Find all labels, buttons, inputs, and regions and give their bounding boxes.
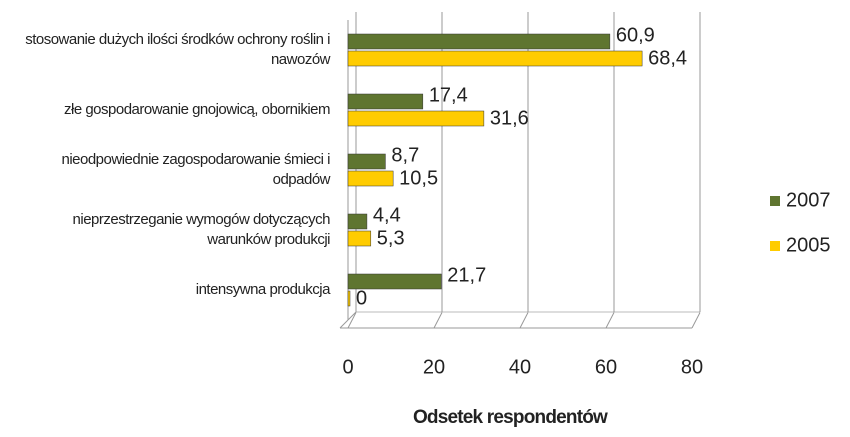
axis-line xyxy=(347,311,357,321)
value-label: 21,7 xyxy=(447,264,486,286)
bar xyxy=(347,33,611,50)
bar xyxy=(347,153,386,170)
y-tick-label: nieprzestrzeganie wymogów dotyczących wa… xyxy=(72,211,331,248)
value-label: 17,4 xyxy=(429,84,468,106)
value-label: 60,9 xyxy=(616,24,655,46)
y-tick-label: intensywna produkcja xyxy=(195,281,331,298)
bar xyxy=(347,170,394,187)
bar xyxy=(347,273,442,290)
bar xyxy=(347,230,372,247)
bar xyxy=(347,93,424,110)
bar xyxy=(347,290,351,307)
legend-swatch xyxy=(770,241,780,251)
legend-label: 2007 xyxy=(786,189,831,211)
y-tick-label: złe gospodarowanie gnojowicą, obornikiem xyxy=(63,101,331,118)
x-tick-label: 0 xyxy=(342,356,353,378)
y-tick-label: nieodpowiednie zagospodarowanie śmieci i… xyxy=(61,151,330,188)
value-label: 10,5 xyxy=(399,167,438,189)
axis-line xyxy=(339,319,349,329)
grid-line xyxy=(605,312,615,329)
x-tick-label: 20 xyxy=(423,356,445,378)
value-label: 4,4 xyxy=(373,204,401,226)
x-tick-label: 60 xyxy=(595,356,617,378)
value-label: 31,6 xyxy=(490,107,529,129)
grid-line xyxy=(433,312,443,329)
x-tick-label: 40 xyxy=(509,356,531,378)
bar xyxy=(347,213,368,230)
value-label: 5,3 xyxy=(377,227,405,249)
grid-line xyxy=(519,312,529,329)
y-tick-label: stosowanie dużych ilości środków ochrony… xyxy=(25,31,330,68)
value-label: 8,7 xyxy=(391,144,419,166)
value-label: 68,4 xyxy=(648,47,687,69)
x-tick-label: 80 xyxy=(681,356,703,378)
x-axis-title: Odsetek respondentów xyxy=(413,407,608,428)
bar xyxy=(347,110,485,127)
legend-swatch xyxy=(770,196,780,206)
grid-line xyxy=(691,312,701,329)
legend-label: 2005 xyxy=(786,234,831,256)
bar xyxy=(347,50,643,67)
grid-line xyxy=(347,312,357,329)
value-label: 0 xyxy=(356,287,367,309)
